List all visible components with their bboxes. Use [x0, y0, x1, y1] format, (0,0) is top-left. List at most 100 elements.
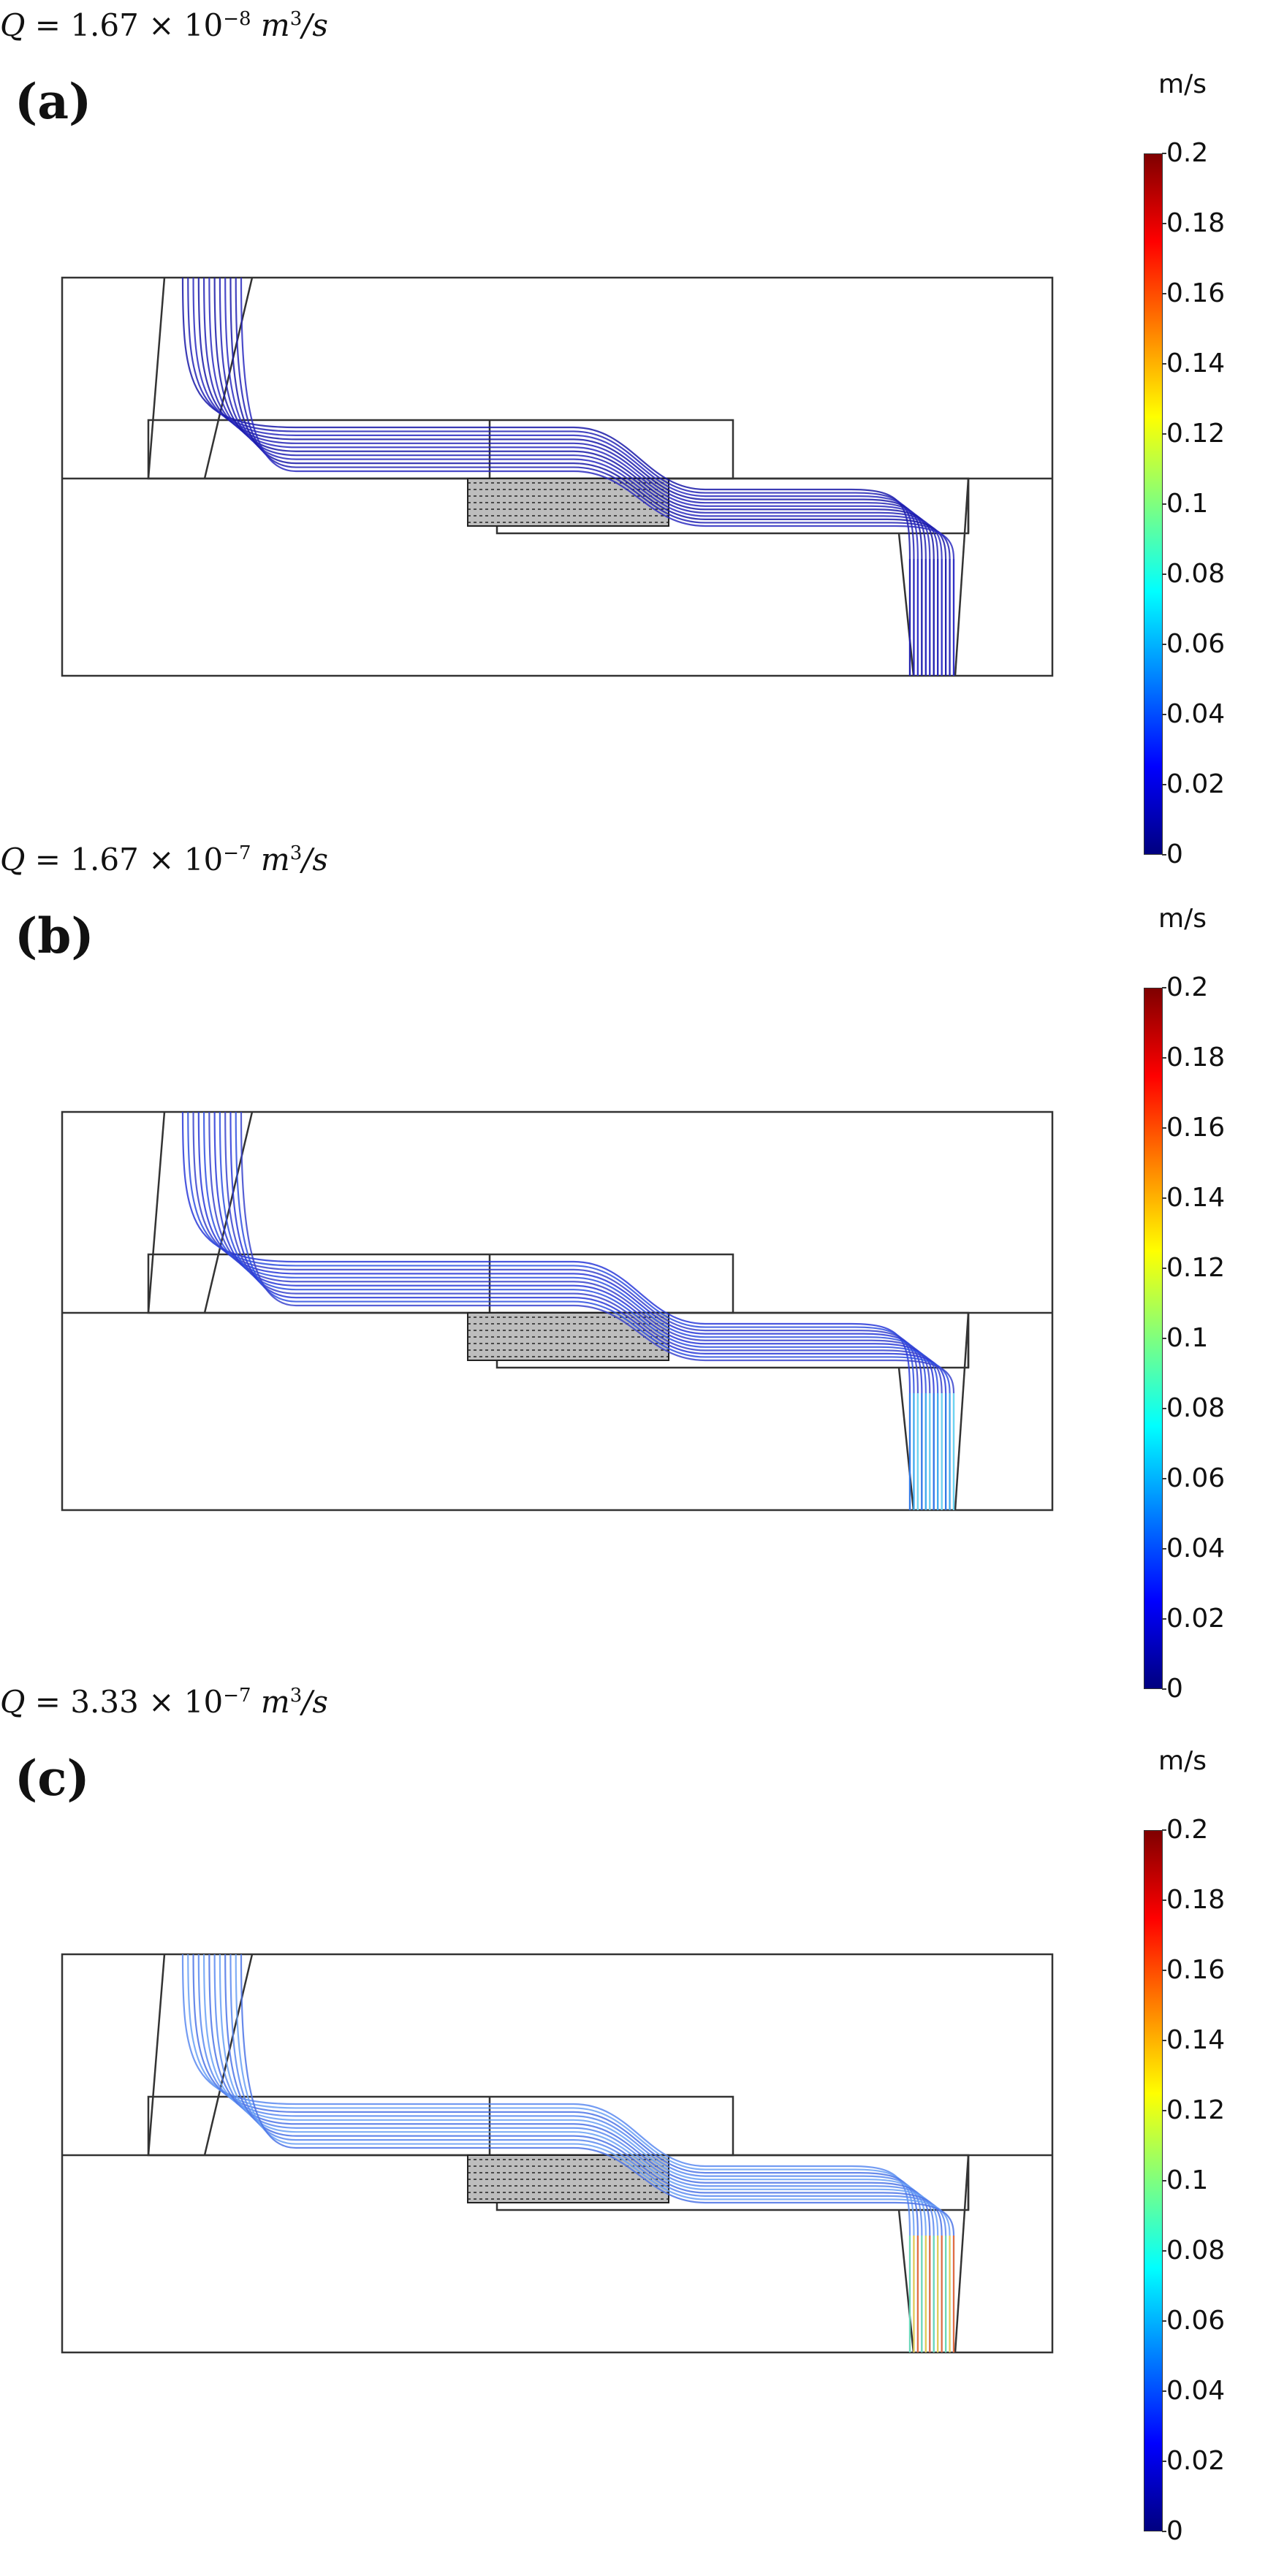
colorbar-tick-label: 0.18: [1161, 208, 1226, 238]
colorbar-tick-label: 0.16: [1161, 1955, 1226, 1985]
colorbar-tick-label: 0.14: [1161, 1183, 1226, 1213]
inlet-wall-left: [147, 1111, 166, 1314]
porous-fin-region: [467, 1312, 669, 1361]
colorbar-tick-label: 0: [1162, 1674, 1183, 1704]
panel-c: Q = 3.33 × 10−7 m3/s (c) m/s 0.2 0.18 0.16…: [0, 1677, 1276, 2545]
streamline: [219, 1954, 939, 2352]
streamline: [235, 1954, 951, 2352]
domain-boundary: [61, 1110, 1054, 1512]
colorbar-unit-b: m/s: [1158, 904, 1207, 934]
colorbar-tick-label: 0.16: [1161, 278, 1226, 308]
streamline: [213, 1954, 935, 2352]
streamline: [235, 277, 951, 676]
streamline: [229, 1954, 947, 2352]
streamlines: [181, 1111, 955, 1510]
streamline: [213, 277, 935, 676]
colorbar-tick-label: 0.08: [1161, 559, 1226, 589]
colorbar-tick-label: 0.2: [1161, 138, 1209, 168]
streamline: [224, 1954, 943, 2352]
colorbar-tick-label: 0.14: [1161, 2025, 1226, 2055]
colorbar-tick-label: 0.12: [1161, 2095, 1226, 2125]
flow-rate-label-a: Q = 1.67 × 10−8 m3/s: [0, 7, 328, 43]
streamline: [208, 1954, 931, 2352]
streamline: [202, 1111, 927, 1510]
streamline: [197, 1111, 923, 1510]
streamline: [202, 1954, 927, 2352]
colorbar-tick-label: 0.06: [1161, 1463, 1226, 1493]
streamline: [181, 277, 911, 676]
streamline: [187, 1111, 915, 1510]
streamline: [181, 1954, 911, 2352]
colorbar-tick-label: 0.04: [1161, 2376, 1226, 2406]
porous-fin-region: [467, 478, 669, 527]
outlet-wall-right: [954, 2154, 970, 2353]
colorbar-tick-label: 0.04: [1161, 1533, 1226, 1563]
colorbar-tick-label: 0.02: [1161, 1604, 1226, 1634]
upper-channel: [147, 2095, 734, 2157]
streamline: [213, 1111, 935, 1510]
outlet-wall-right: [954, 1312, 970, 1511]
colorbar-tick-label: 0.1: [1161, 1323, 1209, 1353]
colorbar-tick-label: 0.02: [1161, 769, 1226, 799]
colorbar-c: [1144, 1830, 1163, 2531]
channel-diagram-b: [61, 1110, 1054, 1512]
inlet-wall-right: [203, 1111, 254, 1314]
outlet-wall-right: [954, 478, 970, 677]
inlet-wall-right: [203, 1954, 254, 2156]
colorbar-tick-label: 0.1: [1161, 2165, 1209, 2195]
inlet-wall-left: [147, 1954, 166, 2156]
panel-b: Q = 1.67 × 10−7 m3/s (b) m/s 0.2 0.18 0.16…: [0, 834, 1276, 1702]
colorbar-tick-label: 0.06: [1161, 2306, 1226, 2336]
streamline: [192, 1954, 919, 2352]
domain-boundary: [61, 276, 1054, 677]
colorbar-tick-label: 0.2: [1161, 1815, 1209, 1845]
streamline: [240, 1954, 955, 2352]
panel-a: Q = 1.67 × 10−8 m3/s (a) m/s 0.2 0.18 0.16…: [0, 0, 1276, 868]
streamline: [192, 277, 919, 676]
colorbar-unit-a: m/s: [1158, 69, 1207, 99]
outlet-wall-left: [897, 1367, 915, 1511]
flow-rate-label-c: Q = 3.33 × 10−7 m3/s: [0, 1684, 328, 1720]
streamline: [181, 1111, 911, 1510]
panel-letter-b: (b): [15, 907, 94, 964]
streamline: [224, 1111, 943, 1510]
streamline: [187, 277, 915, 676]
colorbar-unit-c: m/s: [1158, 1746, 1207, 1776]
colorbar-tick-label: 0.08: [1161, 2236, 1226, 2266]
panel-letter-a: (a): [15, 73, 92, 130]
channel-diagram-a: [61, 276, 1054, 677]
colorbar-b: [1144, 988, 1163, 1689]
streamline: [224, 277, 943, 676]
streamline: [197, 1954, 923, 2352]
colorbar-tick-label: 0.1: [1161, 489, 1209, 519]
colorbar-tick-label: 0.06: [1161, 629, 1226, 659]
channel-diagram-c: [61, 1953, 1054, 2354]
inlet-wall-left: [147, 277, 166, 479]
colorbar-tick-label: 0: [1162, 839, 1183, 869]
flow-rate-label-b: Q = 1.67 × 10−7 m3/s: [0, 842, 328, 877]
streamline: [197, 277, 923, 676]
colorbar-tick-label: 0.12: [1161, 1253, 1226, 1283]
streamline: [240, 277, 955, 676]
colorbar-tick-label: 0.02: [1161, 2446, 1226, 2476]
outlet-wall-left: [897, 533, 915, 677]
colorbar-tick-label: 0.18: [1161, 1043, 1226, 1072]
streamline: [229, 1111, 947, 1510]
panel-letter-c: (c): [15, 1750, 90, 1807]
upper-channel: [147, 1253, 734, 1314]
streamline: [240, 1111, 955, 1510]
colorbar-tick-label: 0: [1162, 2516, 1183, 2546]
streamline: [202, 277, 927, 676]
streamlines: [181, 1954, 955, 2352]
inlet-wall-right: [203, 277, 254, 479]
colorbar-tick-label: 0.2: [1161, 972, 1209, 1002]
streamline: [208, 1111, 931, 1510]
upper-channel: [147, 419, 734, 480]
colorbar-tick-label: 0.18: [1161, 1885, 1226, 1915]
streamline: [235, 1111, 951, 1510]
streamline: [229, 277, 947, 676]
streamline: [208, 277, 931, 676]
colorbar-tick-label: 0.08: [1161, 1393, 1226, 1423]
streamline: [192, 1111, 919, 1510]
